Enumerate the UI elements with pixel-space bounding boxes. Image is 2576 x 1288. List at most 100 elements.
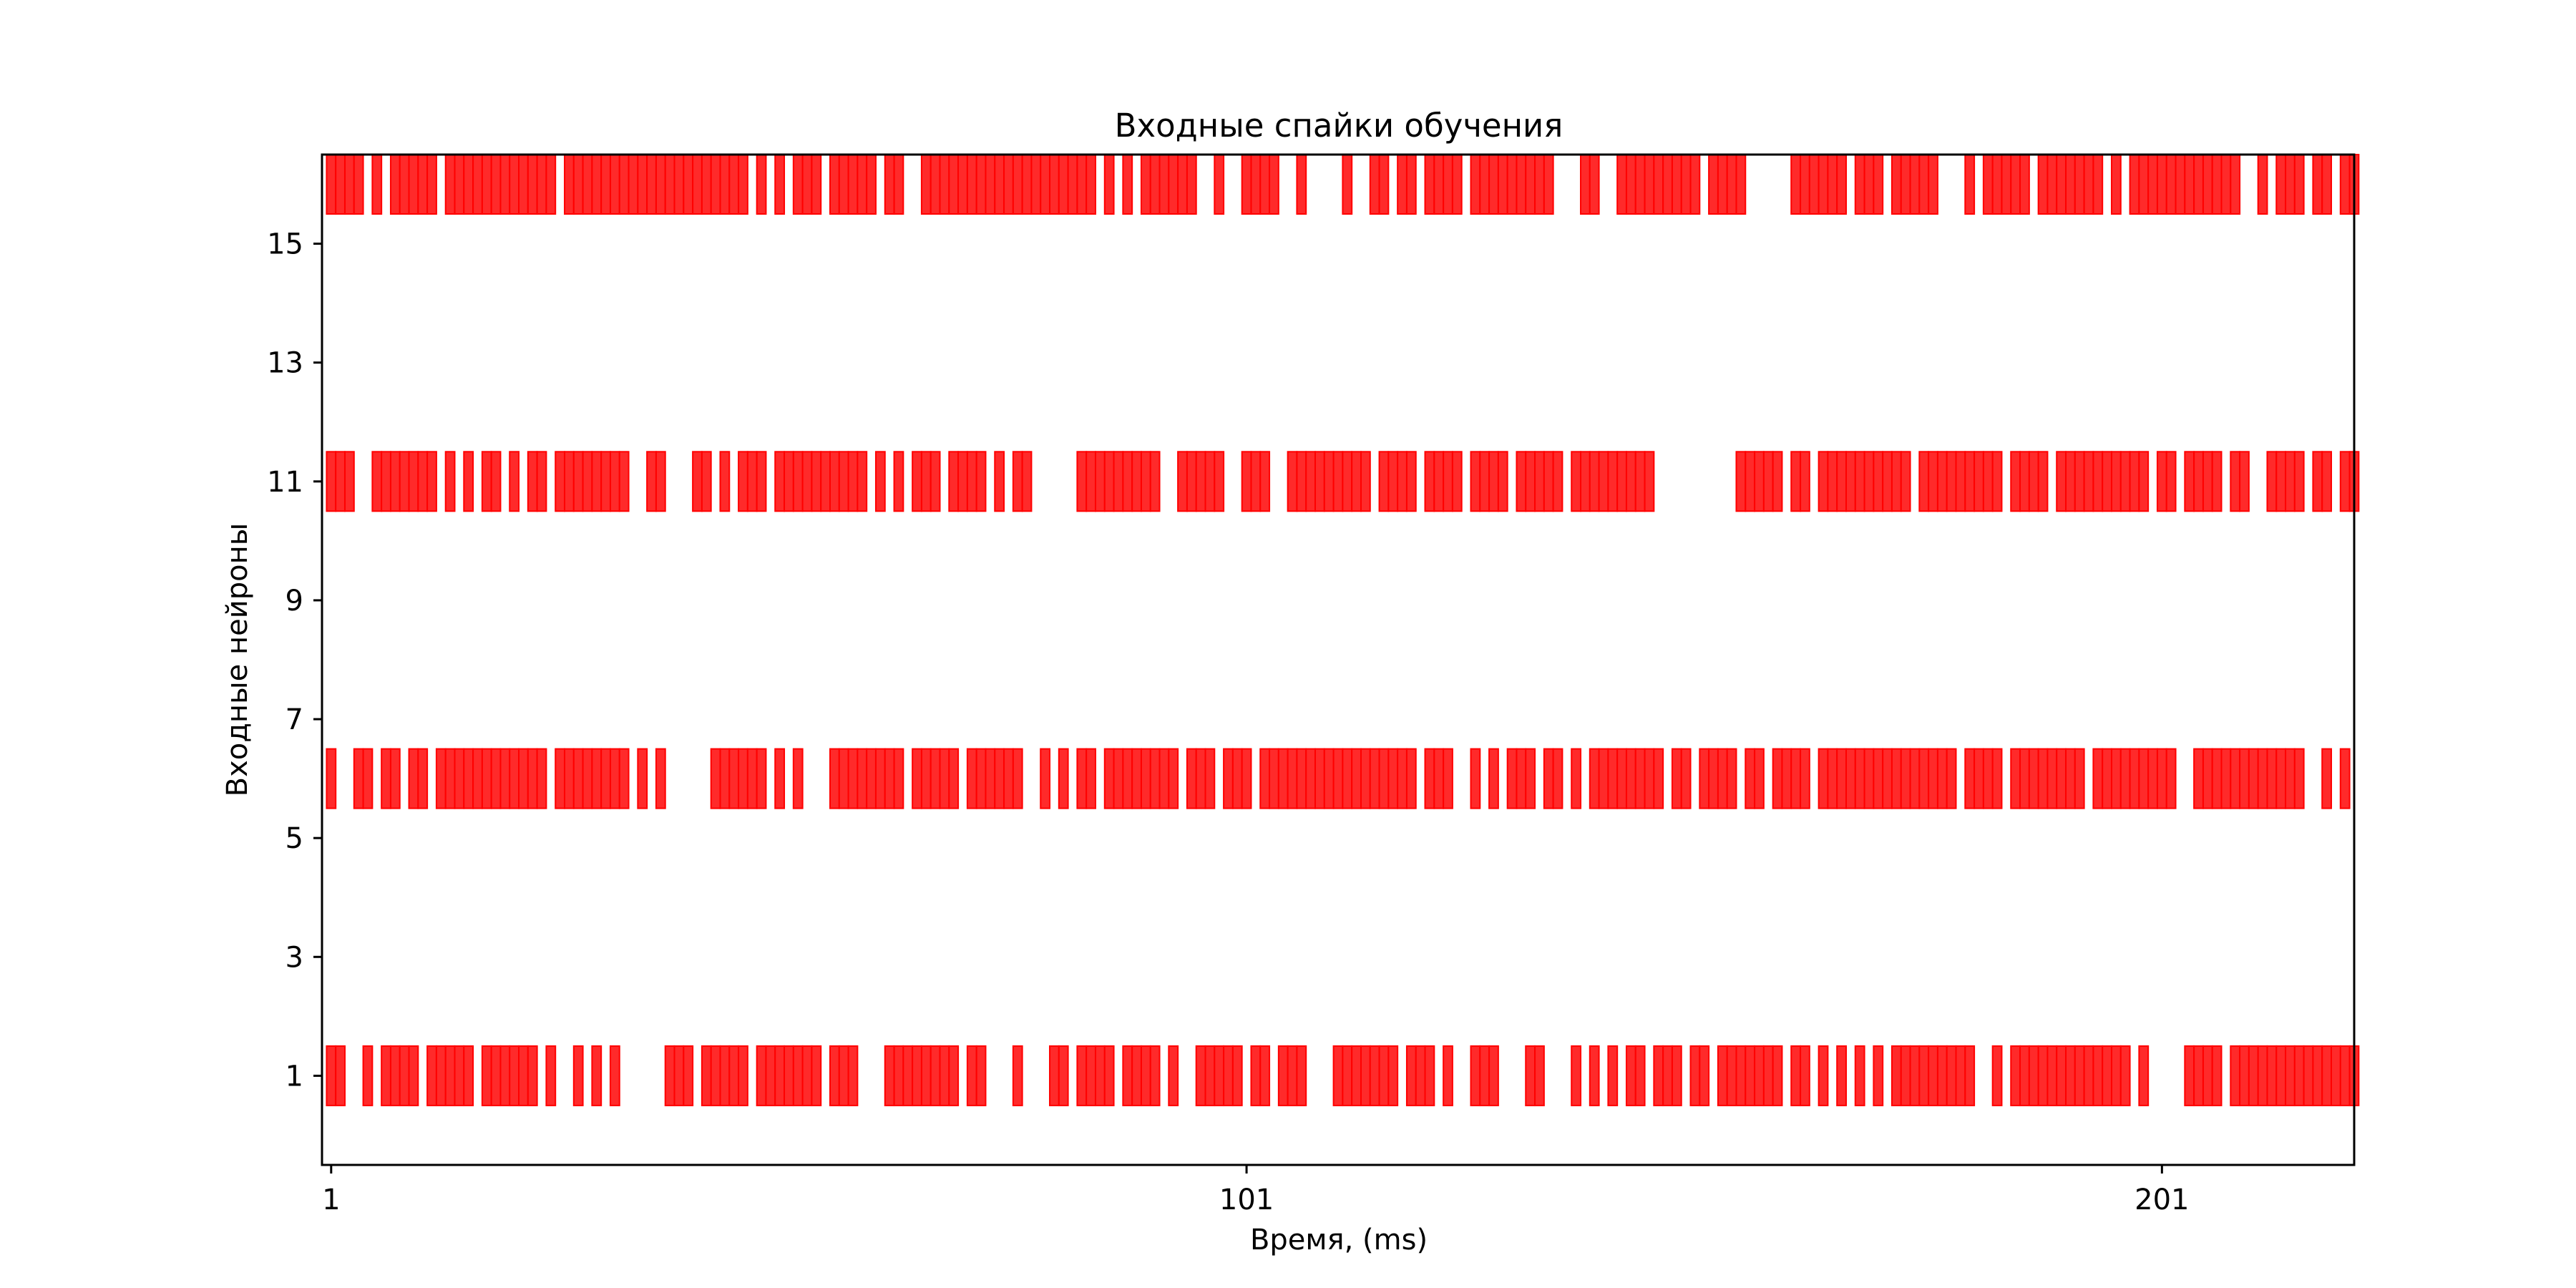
spike-bar bbox=[912, 451, 922, 512]
spike-bar bbox=[1012, 1045, 1023, 1106]
spike-bar bbox=[1909, 1045, 1921, 1106]
spike-bar bbox=[1571, 1045, 1582, 1106]
spike-bar bbox=[1122, 748, 1133, 809]
spike-bar bbox=[399, 154, 410, 215]
spike-bar bbox=[1470, 154, 1481, 215]
spike-bar bbox=[353, 748, 364, 809]
spike-bar bbox=[2175, 154, 2186, 215]
spike-bar bbox=[435, 748, 447, 809]
spike-bar bbox=[1827, 154, 1838, 215]
spike-bar bbox=[1964, 748, 1976, 809]
spike-bar bbox=[1470, 1045, 1481, 1106]
spike-bar bbox=[1790, 1045, 1802, 1106]
spike-bar bbox=[1928, 451, 1938, 512]
spike-bar bbox=[2092, 748, 2104, 809]
spike-bar bbox=[692, 451, 703, 512]
spike-bar bbox=[857, 748, 868, 809]
spike-bar bbox=[1342, 748, 1353, 809]
spike-bar bbox=[2156, 748, 2167, 809]
spike-bar bbox=[2239, 748, 2250, 809]
spike-bar bbox=[1772, 451, 1783, 512]
spike-bar bbox=[829, 154, 840, 215]
spike-bar bbox=[2202, 154, 2213, 215]
spike-bar bbox=[417, 451, 429, 512]
spike-bar bbox=[2211, 451, 2223, 512]
spike-bar bbox=[1625, 748, 1636, 809]
spike-bar bbox=[884, 1045, 895, 1106]
spike-bar bbox=[646, 451, 657, 512]
spike-bar bbox=[774, 154, 786, 215]
spike-bar bbox=[975, 748, 987, 809]
spike-bar bbox=[2028, 451, 2039, 512]
spike-bar bbox=[509, 748, 520, 809]
spike-bar bbox=[2010, 1045, 2021, 1106]
spike-bar bbox=[866, 154, 877, 215]
spike-bar bbox=[1790, 451, 1802, 512]
spike-bar bbox=[463, 1045, 474, 1106]
spike-bar bbox=[728, 1045, 740, 1106]
spike-bar bbox=[1131, 1045, 1142, 1106]
spike-bar bbox=[1214, 1045, 1225, 1106]
spike-bar bbox=[1689, 1045, 1701, 1106]
spike-bar bbox=[774, 748, 786, 809]
x-tick-label: 201 bbox=[2135, 1184, 2189, 1216]
spike-bar bbox=[2037, 451, 2049, 512]
spike-bar bbox=[710, 1045, 721, 1106]
spike-bar bbox=[1479, 451, 1491, 512]
spike-bar bbox=[1269, 154, 1279, 215]
x-axis-label: Время, (ms) bbox=[1250, 1224, 1428, 1257]
spike-bar bbox=[1040, 154, 1051, 215]
spike-bar bbox=[2010, 748, 2021, 809]
spike-bar bbox=[838, 748, 849, 809]
spike-bar bbox=[1214, 451, 1225, 512]
spike-bar bbox=[609, 748, 620, 809]
spike-bar bbox=[1140, 748, 1151, 809]
spike-bar bbox=[710, 154, 721, 215]
spike-bar bbox=[381, 748, 391, 809]
spike-bar bbox=[1991, 451, 2003, 512]
spike-bar bbox=[1140, 451, 1151, 512]
spike-bar bbox=[1186, 451, 1197, 512]
spike-bar bbox=[2202, 451, 2213, 512]
spike-bar bbox=[1443, 154, 1453, 215]
y-tick-label: 13 bbox=[267, 347, 303, 380]
spike-bar bbox=[2266, 1045, 2278, 1106]
spike-bar bbox=[1918, 451, 1930, 512]
spike-bar bbox=[362, 1045, 374, 1106]
spike-bar bbox=[948, 154, 960, 215]
spike-bar bbox=[1076, 1045, 1088, 1106]
spike-bar bbox=[2102, 1045, 2112, 1106]
spike-bar bbox=[1552, 748, 1563, 809]
spike-bar bbox=[2321, 1045, 2333, 1106]
spike-bar bbox=[1103, 154, 1115, 215]
spike-bar bbox=[1387, 1045, 1399, 1106]
spike-bar bbox=[2193, 154, 2204, 215]
spike-bar bbox=[820, 451, 831, 512]
spike-bar bbox=[2220, 748, 2232, 809]
spike-bar bbox=[1525, 154, 1536, 215]
spike-bar bbox=[2202, 748, 2213, 809]
spike-bar bbox=[1204, 748, 1216, 809]
spike-bar bbox=[1040, 748, 1051, 809]
spike-bar bbox=[1488, 748, 1499, 809]
spike-bar bbox=[1745, 451, 1756, 512]
spike-bar bbox=[1342, 154, 1353, 215]
spike-bar bbox=[609, 451, 620, 512]
spike-bar bbox=[1571, 451, 1582, 512]
spike-bar bbox=[1808, 154, 1820, 215]
spike-bar bbox=[2037, 748, 2049, 809]
spike-bar bbox=[939, 154, 950, 215]
spike-bar bbox=[655, 451, 666, 512]
spike-bar bbox=[1928, 154, 1938, 215]
spike-bar bbox=[591, 748, 602, 809]
spike-bar bbox=[1360, 451, 1371, 512]
spike-bar bbox=[1405, 451, 1417, 512]
spike-bar bbox=[1397, 154, 1407, 215]
spike-bar bbox=[1974, 748, 1984, 809]
spike-bar bbox=[2239, 451, 2250, 512]
spike-bar bbox=[499, 748, 511, 809]
spike-bar bbox=[518, 154, 529, 215]
spike-bar bbox=[1964, 1045, 1976, 1106]
spike-bar bbox=[335, 1045, 346, 1106]
spike-bar bbox=[884, 748, 895, 809]
